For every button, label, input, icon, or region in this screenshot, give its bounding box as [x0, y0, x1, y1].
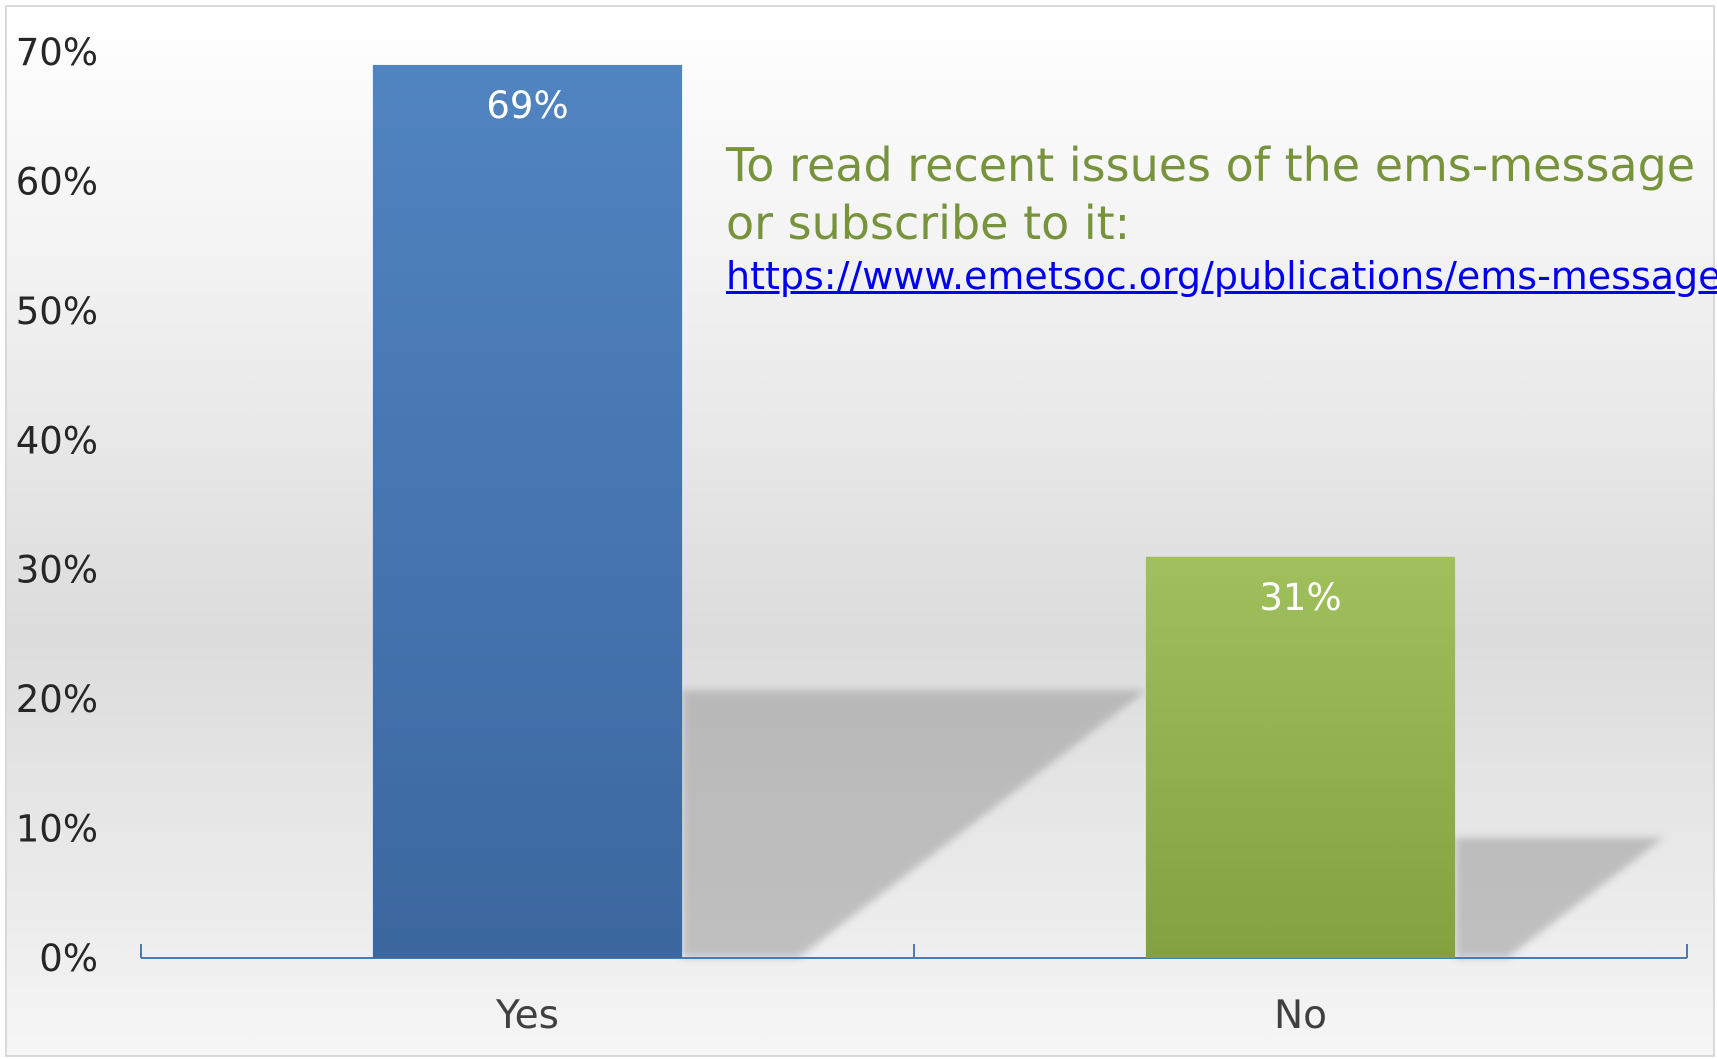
y-tick-label: 30%	[16, 549, 98, 592]
annotation-text: To read recent issues of the ems-message…	[726, 136, 1716, 252]
y-tick-label: 0%	[39, 937, 98, 980]
x-category-label: Yes	[495, 993, 559, 1038]
y-tick-label: 60%	[16, 160, 98, 203]
bar-yes	[373, 65, 682, 958]
annotation-link[interactable]: https://www.emetsoc.org/publications/ems…	[726, 252, 1716, 300]
bar-shadow	[682, 690, 1146, 958]
bar-shadow	[1455, 838, 1664, 958]
x-category-label: No	[1274, 993, 1327, 1038]
annotation: To read recent issues of the ems-message…	[726, 136, 1716, 300]
y-tick-label: 10%	[16, 808, 98, 851]
y-tick-label: 50%	[16, 290, 98, 333]
y-tick-label: 20%	[16, 678, 98, 721]
y-tick-label: 70%	[16, 31, 98, 74]
data-label: 31%	[1259, 576, 1341, 619]
data-label: 69%	[486, 84, 568, 127]
y-tick-label: 40%	[16, 419, 98, 462]
